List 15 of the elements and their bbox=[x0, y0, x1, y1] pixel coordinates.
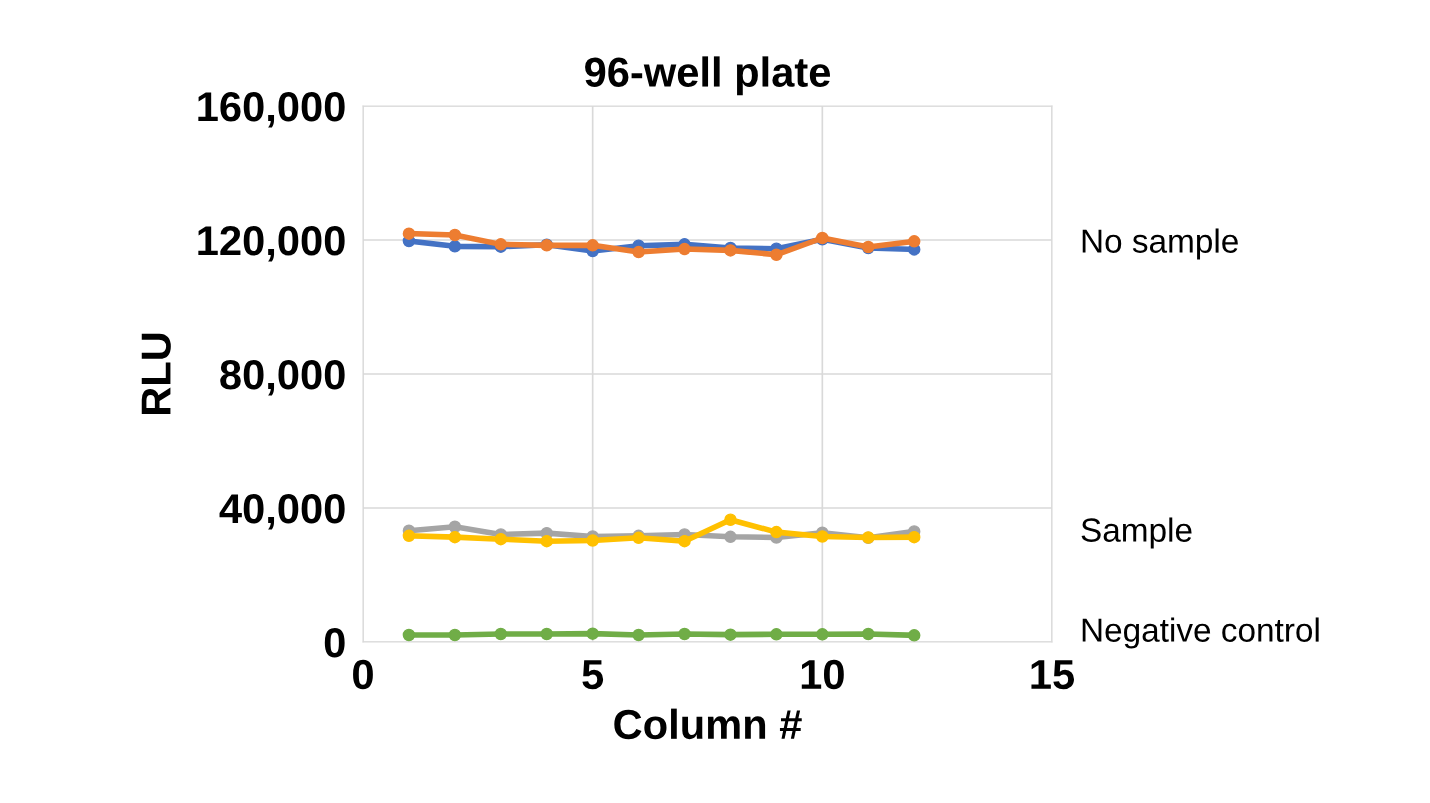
x-tick-label: 5 bbox=[582, 660, 604, 690]
x-tick-label: 10 bbox=[801, 659, 844, 690]
x-tick-label: 15 bbox=[1031, 660, 1075, 690]
y-tick-label: 80,000 bbox=[220, 360, 345, 396]
text: Negative control bbox=[1082, 617, 1319, 649]
x-axis-title: Column # bbox=[614, 708, 802, 740]
y-tick-label: 120,000 bbox=[198, 226, 345, 262]
y-tick-label: 40,000 bbox=[219, 494, 345, 530]
y-tick-label: 160,000 bbox=[198, 92, 345, 128]
chart-title: 96-well plate bbox=[585, 56, 830, 96]
x-tick-label: 0 bbox=[353, 659, 373, 690]
y-axis-title: RLU bbox=[141, 333, 171, 415]
text: Sample bbox=[1081, 517, 1192, 549]
text: No sample bbox=[1082, 228, 1238, 260]
y-tick-label: 0 bbox=[324, 628, 345, 658]
